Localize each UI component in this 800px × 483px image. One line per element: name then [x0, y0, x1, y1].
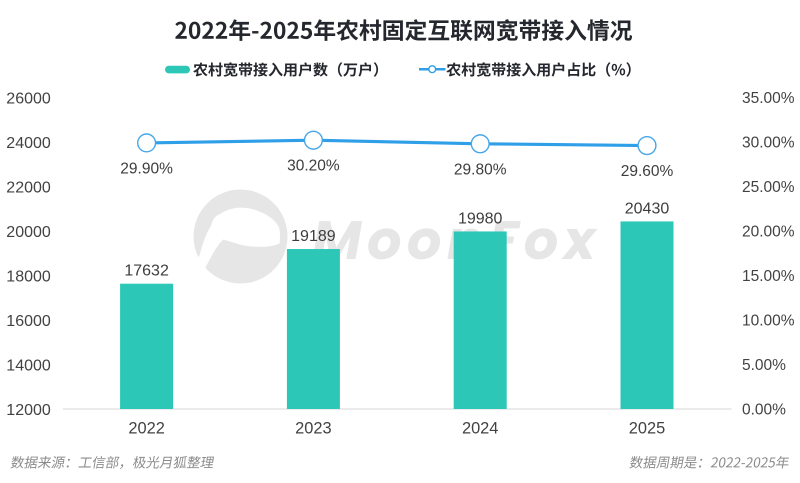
svg-text:16000: 16000	[6, 313, 51, 330]
svg-text:30.20%: 30.20%	[287, 158, 340, 175]
svg-text:2025: 2025	[629, 420, 665, 438]
svg-text:20.00%: 20.00%	[742, 224, 795, 241]
svg-text:29.80%: 29.80%	[454, 161, 507, 178]
svg-text:15.00%: 15.00%	[742, 268, 795, 285]
svg-text:14000: 14000	[6, 358, 51, 375]
svg-text:20000: 20000	[6, 224, 51, 241]
svg-text:26000: 26000	[6, 91, 51, 108]
svg-text:35.00%: 35.00%	[742, 90, 795, 107]
svg-text:24000: 24000	[6, 135, 51, 152]
svg-text:25.00%: 25.00%	[742, 179, 795, 196]
svg-text:2024: 2024	[462, 420, 498, 438]
svg-text:12000: 12000	[6, 402, 51, 419]
svg-text:18000: 18000	[6, 269, 51, 286]
svg-text:29.90%: 29.90%	[120, 160, 173, 177]
svg-text:30.00%: 30.00%	[742, 135, 795, 152]
svg-text:20430: 20430	[625, 200, 670, 217]
svg-text:19189: 19189	[291, 228, 336, 245]
svg-text:19980: 19980	[458, 210, 503, 227]
svg-text:10.00%: 10.00%	[742, 313, 795, 330]
svg-text:2022: 2022	[128, 420, 164, 438]
svg-text:17632: 17632	[124, 263, 169, 280]
svg-text:5.00%: 5.00%	[742, 357, 786, 374]
svg-text:22000: 22000	[6, 180, 51, 197]
svg-text:2023: 2023	[295, 420, 331, 438]
svg-text:0.00%: 0.00%	[742, 402, 786, 419]
svg-text:29.60%: 29.60%	[621, 163, 674, 180]
